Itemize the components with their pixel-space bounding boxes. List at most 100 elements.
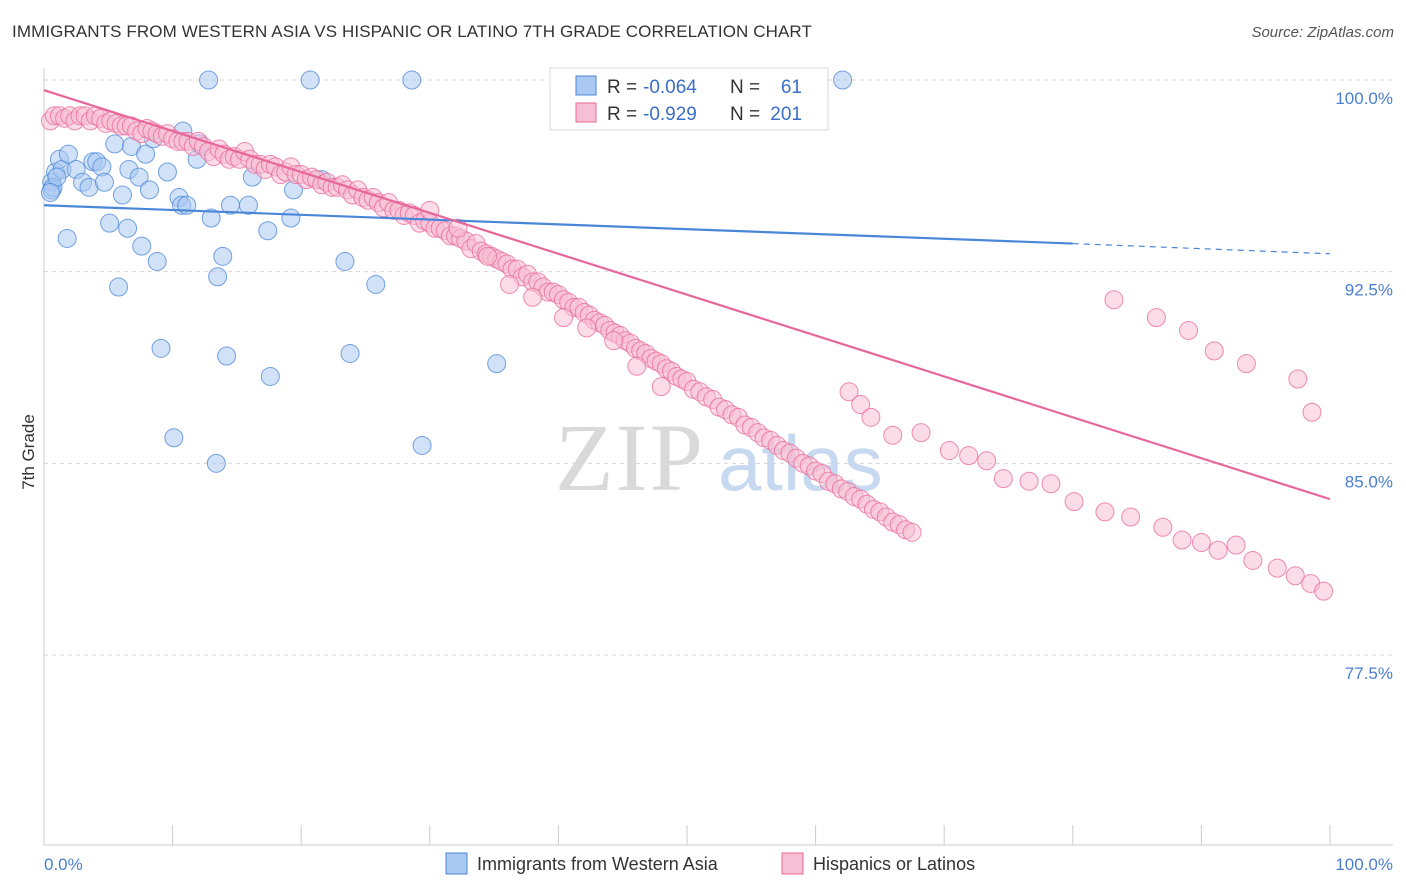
bottom-legend-swatch-blue (445, 852, 468, 875)
blue-point-51 (335, 251, 355, 271)
legend-r-value-pink: -0.929 (643, 104, 697, 125)
pink-point-188 (1226, 535, 1246, 555)
pink-point-162 (478, 246, 498, 266)
blue-point-40 (217, 346, 237, 366)
pink-point-171 (851, 395, 871, 415)
blue-point-24 (139, 180, 159, 200)
y-tick-labels: 77.5% 85.0% 92.5% 100.0% (1335, 89, 1393, 683)
blue-point-21 (129, 167, 149, 187)
bottom-legend-label-blue: Immigrants from Western Asia (477, 854, 719, 874)
blue-point-26 (147, 251, 167, 271)
blue-point-37 (201, 208, 221, 228)
blue-point-27 (151, 338, 171, 358)
pink-point-159 (902, 522, 922, 542)
pink-point-165 (554, 308, 574, 328)
pink-point-166 (577, 318, 597, 338)
pink-point-179 (1019, 471, 1039, 491)
blue-point-6 (58, 144, 78, 164)
pink-point-168 (627, 356, 647, 376)
pink-point-199 (1288, 369, 1308, 389)
watermark: ZIP atlas (555, 404, 883, 511)
trend-lines (43, 89, 1331, 501)
pink-point-174 (911, 423, 931, 443)
bottom-legend-label-pink: Hispanics or Latinos (813, 854, 975, 874)
pink-point-176 (959, 446, 979, 466)
blue-point-13 (94, 172, 114, 192)
pink-point-189 (1243, 550, 1263, 570)
blue-point-47 (281, 208, 301, 228)
pink-point-185 (1172, 530, 1192, 550)
blue-point-15 (105, 134, 125, 154)
blue-point-45 (258, 221, 278, 241)
blue-point-23 (136, 144, 156, 164)
pink-point-170 (839, 382, 859, 402)
pink-point-167 (604, 331, 624, 351)
pink-point-198 (1236, 354, 1256, 374)
chart-title: IMMIGRANTS FROM WESTERN ASIA VS HISPANIC… (12, 22, 812, 41)
pink-point-191 (1285, 566, 1305, 586)
pink-point-195 (1146, 308, 1166, 328)
blue-point-49 (300, 70, 320, 90)
blue-point-52 (340, 343, 360, 363)
legend-n-value-blue: 61 (781, 77, 802, 98)
blue-point-46 (260, 366, 280, 386)
pink-point-169 (651, 377, 671, 397)
pink-point-197 (1204, 341, 1224, 361)
y-tick-label-2: 92.5% (1345, 281, 1393, 300)
legend-n-value-pink: 201 (770, 104, 802, 125)
y-tick-label-3: 100.0% (1335, 89, 1393, 108)
legend-n-label-pink: N = (730, 104, 765, 125)
pink-point-200 (1302, 402, 1322, 422)
pink-point-190 (1267, 558, 1287, 578)
chart-source: Source: ZipAtlas.com (1251, 24, 1394, 41)
legend-swatch-pink (575, 102, 597, 123)
blue-point-22 (132, 236, 152, 256)
bottom-legend: Immigrants from Western Asia Hispanics o… (445, 852, 975, 875)
pink-point-164 (523, 287, 543, 307)
legend-swatch-blue (575, 75, 597, 96)
y-tick-label-0: 77.5% (1345, 664, 1393, 683)
blue-point-39 (213, 246, 233, 266)
pink-point-184 (1153, 517, 1173, 537)
y-tick-label-1: 85.0% (1345, 472, 1393, 491)
blue-point-43 (238, 195, 258, 215)
watermark-zip: ZIP (555, 404, 705, 511)
trend-line-blue-extension (1072, 242, 1331, 255)
pink-point-178 (993, 469, 1013, 489)
x-tick-label-0: 0.0% (44, 855, 83, 874)
pink-point-175 (939, 441, 959, 461)
trend-line-blue (43, 204, 1073, 245)
pink-point-194 (1104, 290, 1124, 310)
trend-line-pink (43, 89, 1331, 501)
blue-point-14 (100, 213, 120, 233)
legend-r-value-blue: -0.064 (643, 77, 697, 98)
blue-point-5 (57, 228, 77, 248)
pink-point-183 (1121, 507, 1141, 527)
blue-point-38 (208, 267, 228, 287)
pink-point-187 (1208, 540, 1228, 560)
pink-point-186 (1191, 533, 1211, 553)
blue-point-42 (206, 453, 226, 473)
correlation-legend: R = -0.064 N = 61 R = -0.929 N = 201 (549, 67, 829, 131)
pink-point-182 (1095, 502, 1115, 522)
blue-point-55 (412, 435, 432, 455)
blue-point-29 (164, 428, 184, 448)
pink-point-180 (1041, 474, 1061, 494)
pink-point-173 (883, 425, 903, 445)
blue-point-56 (487, 354, 507, 374)
bottom-legend-swatch-pink (781, 852, 804, 875)
blue-point-53 (366, 274, 386, 294)
x-tick-label-100: 100.0% (1335, 855, 1393, 874)
pink-point-163 (500, 274, 520, 294)
blue-point-17 (112, 185, 132, 205)
series-hispanics-or-latinos (40, 106, 1334, 601)
blue-point-16 (109, 277, 129, 297)
blue-point-28 (157, 162, 177, 182)
legend-r-label-blue: R = (607, 77, 642, 98)
blue-point-60 (40, 182, 60, 202)
y-axis-title: 7th Grade (19, 414, 38, 490)
pink-point-181 (1064, 492, 1084, 512)
legend-r-label-pink: R = (607, 104, 642, 125)
blue-point-36 (199, 70, 219, 90)
